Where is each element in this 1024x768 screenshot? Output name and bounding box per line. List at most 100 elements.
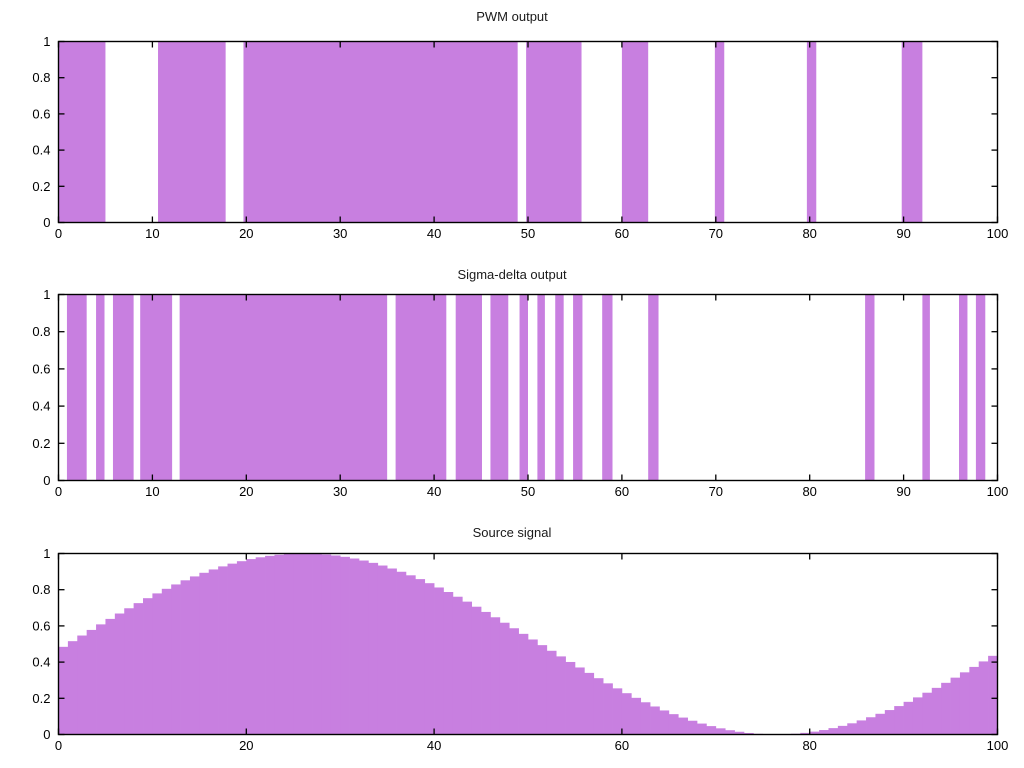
sine-bar — [387, 568, 397, 735]
sine-bar — [358, 560, 369, 735]
sine-bar — [912, 697, 923, 735]
x-tick-label: 70 — [709, 226, 723, 241]
sine-bar — [161, 588, 172, 735]
sine-bar — [988, 655, 998, 735]
sine-bar — [866, 717, 876, 735]
y-tick-label: 0 — [43, 473, 50, 488]
y-tick-label: 0.4 — [32, 399, 50, 414]
pulse-bar — [140, 294, 173, 481]
pulse-bar — [519, 294, 528, 481]
y-tick-label: 0 — [43, 727, 50, 742]
data-series-source-signal — [58, 553, 998, 735]
sine-bar — [959, 672, 970, 735]
x-axis: 0 10 20 30 40 50 60 70 80 90 100 — [55, 294, 1009, 499]
pulse-bar — [975, 294, 986, 481]
pulse-bar — [573, 294, 583, 481]
pulse-bar — [621, 41, 649, 223]
x-tick-label: 10 — [145, 484, 159, 499]
sine-bar — [471, 606, 482, 735]
x-tick-label: 40 — [427, 484, 441, 499]
x-tick-label: 80 — [802, 226, 816, 241]
sine-bar — [58, 646, 69, 735]
sine-bar — [330, 555, 341, 735]
sine-bar — [415, 579, 426, 735]
sine-bar — [546, 650, 557, 735]
y-tick-label: 0.4 — [32, 655, 50, 670]
sine-bar — [743, 732, 754, 735]
pulse-bar — [455, 294, 482, 481]
sine-bar — [255, 557, 266, 735]
x-tick-label: 80 — [802, 738, 816, 753]
pulse-bar — [395, 294, 447, 481]
pulse-bar — [714, 41, 725, 223]
sine-bar — [452, 596, 463, 735]
pulse-bar — [959, 294, 968, 481]
x-tick-label: 60 — [615, 484, 629, 499]
pulse-bar — [96, 294, 105, 481]
sine-bar — [152, 593, 163, 735]
sine-bar — [481, 611, 491, 735]
pulse-bar — [537, 294, 545, 481]
pulse-bar — [555, 294, 564, 481]
sine-bar — [124, 608, 134, 735]
x-tick-label: 100 — [987, 484, 1009, 499]
sine-bar — [593, 678, 604, 735]
x-tick-label: 80 — [802, 484, 816, 499]
pulse-bar — [58, 41, 106, 223]
pulse-bar — [526, 41, 582, 223]
sine-bar — [208, 569, 219, 735]
sine-bar — [218, 566, 228, 735]
sine-bar — [67, 641, 78, 735]
y-tick-label: 0.2 — [32, 179, 50, 194]
y-tick-label: 1 — [43, 287, 50, 302]
sine-bar — [847, 723, 857, 735]
sine-bar — [180, 580, 191, 735]
x-tick-label: 60 — [615, 738, 629, 753]
sine-bar — [650, 706, 660, 735]
sine-bar — [574, 667, 585, 735]
sine-bar — [424, 583, 435, 735]
panel-title-sigma-delta: Sigma-delta output — [457, 267, 567, 282]
plot-panel-pwm: PWM output 0 10 20 30 40 50 60 70 80 90 100 0 0.2 0.4… — [0, 0, 1024, 256]
sine-bar — [640, 702, 651, 735]
sine-bar — [941, 682, 951, 735]
sine-bar — [321, 554, 332, 735]
x-tick-label: 50 — [521, 226, 535, 241]
sine-bar — [265, 555, 275, 735]
sine-bar — [528, 639, 538, 735]
y-tick-label: 0.4 — [32, 143, 50, 158]
plot-area-pwm: 0 10 20 30 40 50 60 70 80 90 100 0 0.2 0.4 0.6 0.8 1 — [32, 34, 1009, 241]
x-axis: 0 20 40 60 80 100 — [55, 553, 1009, 753]
sine-bar — [837, 725, 848, 735]
sine-bar — [509, 628, 519, 735]
x-tick-label: 20 — [239, 738, 253, 753]
sine-bar — [922, 692, 933, 735]
x-tick-label: 0 — [55, 484, 62, 499]
plot-panel-source: Source signal 0 20 40 60 80 100 0 0.2 0.4 0.6 0.8 1 — [0, 516, 1024, 768]
pulse-bar — [490, 294, 509, 481]
panel-title-source: Source signal — [472, 525, 552, 540]
sine-bar — [368, 562, 379, 735]
sine-bar — [828, 728, 839, 735]
sine-bar — [875, 713, 886, 735]
x-tick-label: 100 — [987, 226, 1009, 241]
pulse-bar — [243, 41, 518, 223]
x-tick-label: 0 — [55, 738, 62, 753]
sine-bar — [556, 656, 566, 735]
plot-area-sigma-delta: 0 10 20 30 40 50 60 70 80 90 100 0 0.2 0.4 0.6 0.8 1 — [32, 287, 1009, 499]
sine-bar — [236, 561, 247, 735]
sine-bar — [621, 693, 632, 735]
x-tick-label: 100 — [987, 738, 1009, 753]
sine-bar — [86, 629, 97, 735]
sine-bar — [734, 731, 745, 735]
data-series-sigma-delta-output — [66, 294, 986, 481]
sine-bar — [697, 723, 707, 735]
y-tick-label: 0.2 — [32, 436, 50, 451]
y-axis: 0 0.2 0.4 0.6 0.8 1 — [32, 287, 998, 488]
y-tick-label: 0.6 — [32, 106, 50, 121]
y-tick-label: 0.2 — [32, 691, 50, 706]
x-tick-label: 50 — [521, 484, 535, 499]
axes-frame — [57, 552, 999, 736]
pulse-bar — [66, 294, 87, 481]
sine-bar — [199, 572, 210, 735]
